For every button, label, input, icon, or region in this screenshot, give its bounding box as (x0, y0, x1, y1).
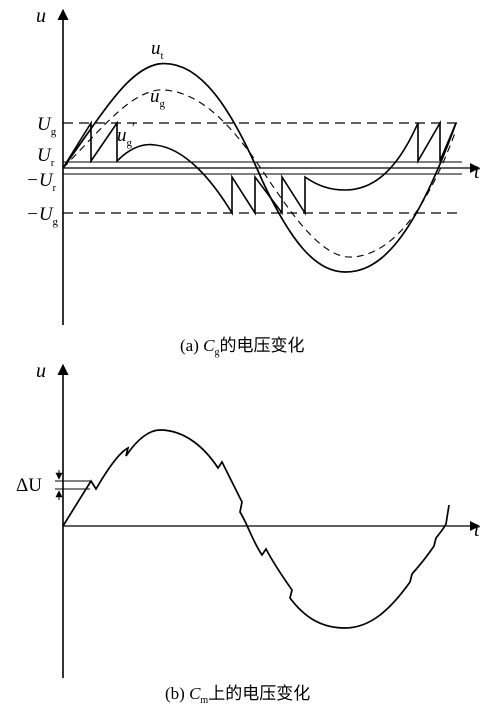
label-level-neg-ur: −Ur (26, 170, 57, 194)
caption-b: (b) Cm上的电压变化 (165, 684, 310, 706)
curve-ug-prime (62, 120, 457, 216)
curve-ut (62, 62, 457, 273)
label-level-neg-ug: −Ug (26, 204, 59, 228)
caption-a: (a) Cg的电压变化 (180, 336, 304, 358)
label-level-ur: Ur (37, 145, 55, 169)
panel-a-t-axis-label: t (474, 161, 480, 183)
panel-a: u t ut ug ug′ Ug Ur −Ur −Ug (a) Cg的电压变化 (26, 5, 480, 358)
curve-ug (62, 89, 457, 258)
label-ug: ug (150, 86, 166, 110)
panel-b-t-arrow (470, 521, 480, 531)
delta-u-label: ΔU (16, 475, 42, 496)
panel-b: u t ΔU (b) Cm上的电压变化 (16, 360, 480, 706)
label-ut: ut (151, 38, 164, 62)
label-ug-prime: ug′ (117, 121, 135, 149)
panel-a-t-arrow (470, 163, 480, 173)
panel-a-u-axis-label: u (36, 5, 46, 27)
curve-cm-voltage (62, 429, 450, 629)
panel-b-t-axis-label: t (474, 519, 480, 541)
panel-b-u-axis-label: u (36, 360, 46, 382)
label-level-ug: Ug (37, 114, 57, 138)
